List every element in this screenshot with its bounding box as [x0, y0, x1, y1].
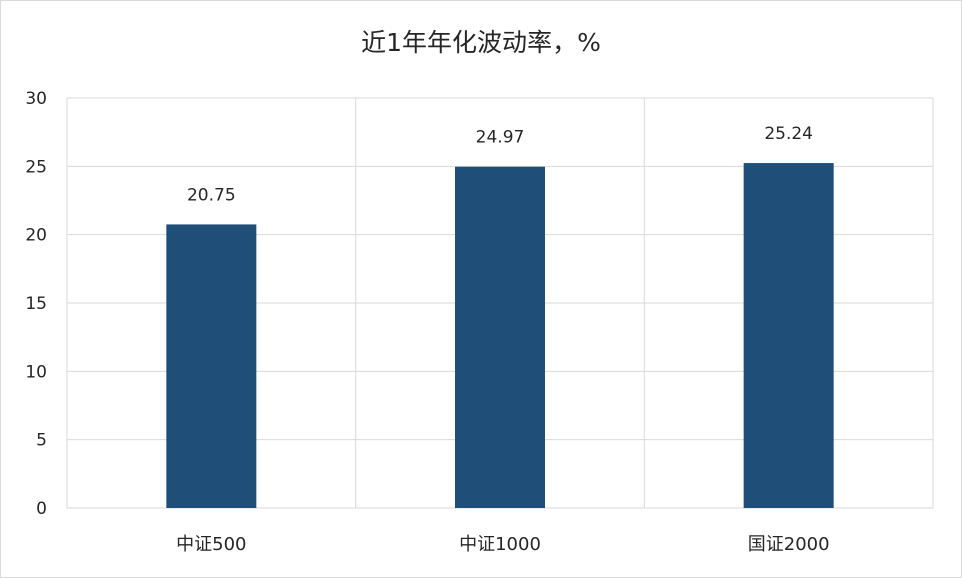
chart-title: 近1年年化波动率，% — [361, 28, 601, 57]
bar — [166, 224, 257, 508]
x-category-label: 中证1000 — [459, 534, 541, 555]
y-tick-label: 5 — [36, 431, 47, 451]
y-tick-label: 25 — [25, 157, 47, 177]
x-category-label: 中证500 — [176, 534, 246, 555]
data-label: 24.97 — [476, 128, 525, 148]
x-category-label: 国证2000 — [748, 534, 830, 555]
y-tick-label: 10 — [25, 362, 47, 382]
data-label: 20.75 — [187, 185, 236, 205]
y-tick-label: 30 — [25, 89, 47, 109]
bar — [455, 166, 545, 508]
bar — [743, 163, 834, 508]
y-tick-label: 15 — [25, 294, 47, 314]
y-tick-label: 20 — [25, 226, 47, 246]
y-tick-label: 0 — [36, 499, 47, 519]
data-label: 25.24 — [764, 124, 813, 144]
